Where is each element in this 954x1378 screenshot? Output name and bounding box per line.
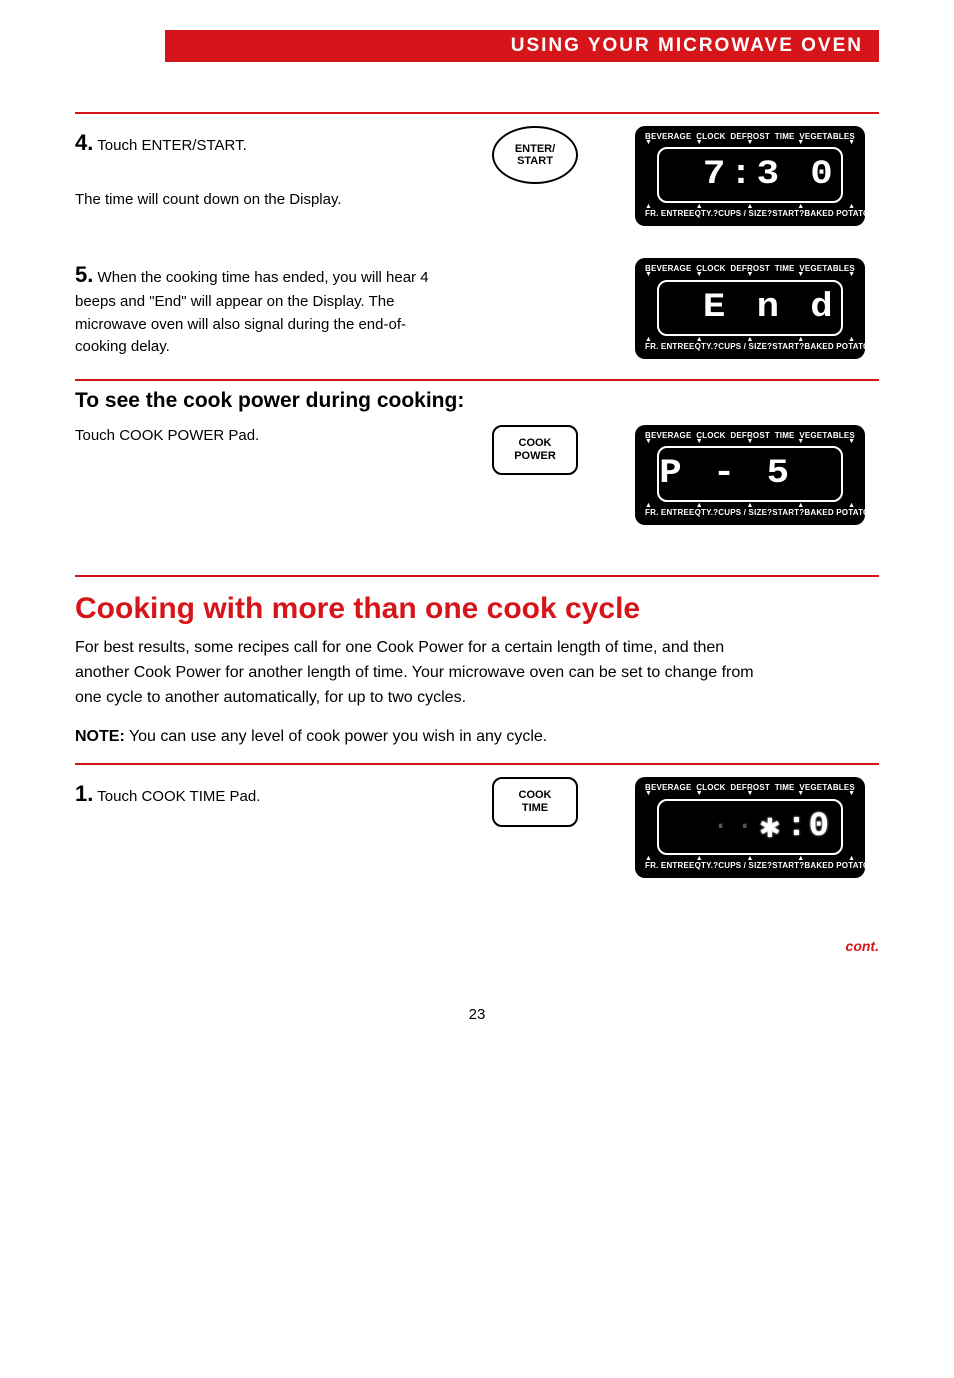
- continued-label: cont.: [75, 938, 879, 956]
- label: VEGETABLES: [799, 431, 855, 440]
- label: QTY.?: [695, 861, 719, 870]
- step-text: Touch COOK POWER Pad.: [75, 427, 259, 444]
- step-text: When the cooking time has ended, you wil…: [75, 269, 429, 355]
- label: START?: [772, 508, 804, 517]
- multi-cycle-heading: Cooking with more than one cook cycle: [75, 592, 879, 626]
- display-value: E n d: [703, 289, 837, 327]
- step-number: 4.: [75, 130, 93, 155]
- step-number: 1.: [75, 781, 93, 806]
- label: QTY.?: [695, 209, 719, 218]
- label: QTY.?: [695, 508, 719, 517]
- multi-cycle-para: For best results, some recipes call for …: [75, 636, 775, 710]
- label: BEVERAGE: [645, 431, 692, 440]
- label: CUPS / SIZE?: [718, 861, 772, 870]
- label: START?: [772, 861, 804, 870]
- step-number: 5.: [75, 262, 93, 287]
- label: FR. ENTREE: [645, 209, 695, 218]
- label: TIME: [775, 132, 795, 141]
- label: BEVERAGE: [645, 264, 692, 273]
- display-value: P - 5: [650, 455, 839, 493]
- note-label: NOTE:: [75, 728, 125, 745]
- enter-start-button[interactable]: ENTER/ START: [492, 126, 578, 184]
- label: VEGETABLES: [799, 264, 855, 273]
- display-value-flashing: ··✱:0: [712, 806, 831, 848]
- label: CUPS / SIZE?: [718, 508, 772, 517]
- step-1: 1. Touch COOK TIME Pad. COOK TIME BEVERA…: [75, 777, 879, 877]
- button-label: COOK TIME: [519, 789, 552, 815]
- cook-power-section: Touch COOK POWER Pad. COOK POWER BEVERAG…: [75, 425, 879, 525]
- label: START?: [772, 209, 804, 218]
- label: CUPS / SIZE?: [718, 342, 772, 351]
- label: BAKED POTATOES: [804, 861, 880, 870]
- step-text: Touch COOK TIME Pad.: [97, 788, 260, 805]
- label: BEVERAGE: [645, 132, 692, 141]
- step-text-secondary: The time will count down on the Display.: [75, 189, 445, 212]
- header-bar: USING YOUR MICROWAVE OVEN: [165, 30, 879, 62]
- label: VEGETABLES: [799, 783, 855, 792]
- multi-cycle-note: NOTE: You can use any level of cook powe…: [75, 725, 775, 750]
- microwave-display: BEVERAGE CLOCK DEFROST TIME VEGETABLES ▼…: [635, 258, 865, 358]
- divider: [75, 112, 879, 114]
- label: TIME: [775, 431, 795, 440]
- display-screen: E n d: [657, 280, 843, 336]
- cook-power-subhead: To see the cook power during cooking:: [75, 389, 879, 413]
- label: FR. ENTREE: [645, 342, 695, 351]
- display-screen: ··✱:0: [657, 799, 843, 855]
- note-text: You can use any level of cook power you …: [125, 728, 547, 745]
- label: BAKED POTATOES: [804, 508, 880, 517]
- page-number: 23: [75, 1006, 879, 1023]
- step-text: Touch ENTER/START.: [97, 137, 247, 154]
- button-label: ENTER/ START: [515, 143, 555, 167]
- label: FR. ENTREE: [645, 861, 695, 870]
- step-5: 5. When the cooking time has ended, you …: [75, 258, 879, 359]
- microwave-display: BEVERAGE CLOCK DEFROST TIME VEGETABLES ▼…: [635, 425, 865, 525]
- label: BAKED POTATOES: [804, 209, 880, 218]
- divider: [75, 379, 879, 381]
- divider: [75, 575, 879, 577]
- cook-time-button[interactable]: COOK TIME: [492, 777, 578, 827]
- cook-power-button[interactable]: COOK POWER: [492, 425, 578, 475]
- microwave-display: BEVERAGE CLOCK DEFROST TIME VEGETABLES ▼…: [635, 777, 865, 877]
- label: QTY.?: [695, 342, 719, 351]
- step-4: 4. Touch ENTER/START. The time will coun…: [75, 126, 879, 226]
- label: VEGETABLES: [799, 132, 855, 141]
- label: BEVERAGE: [645, 783, 692, 792]
- display-value: 7:3 0: [703, 156, 837, 194]
- label: START?: [772, 342, 804, 351]
- label: TIME: [775, 783, 795, 792]
- divider: [75, 763, 879, 765]
- label: TIME: [775, 264, 795, 273]
- label: CUPS / SIZE?: [718, 209, 772, 218]
- label: BAKED POTATOES: [804, 342, 880, 351]
- display-screen: P - 5: [657, 446, 843, 502]
- button-label: COOK POWER: [514, 437, 556, 463]
- microwave-display: BEVERAGE CLOCK DEFROST TIME VEGETABLES ▼…: [635, 126, 865, 226]
- label: FR. ENTREE: [645, 508, 695, 517]
- display-bottom-labels: FR. ENTREE QTY.? CUPS / SIZE? START? BAK…: [645, 209, 855, 218]
- display-screen: 7:3 0: [657, 147, 843, 203]
